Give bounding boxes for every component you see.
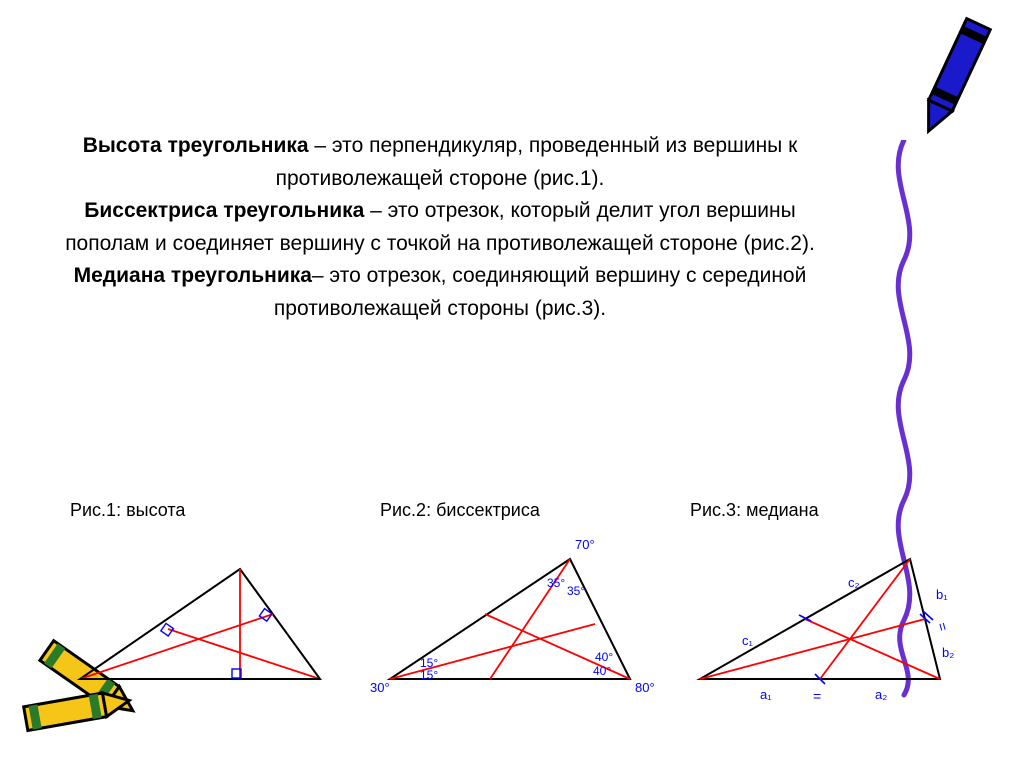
height-body: – это перпендикуляр, проведенный из верш… (276, 134, 798, 190)
figure-3-caption: Рис.3: медиана (680, 500, 819, 521)
figure-2-svg: 70° 35° 35° 30° 15° 15° 80° 40° 40° (370, 529, 670, 719)
angle-right-half-2: 40° (593, 664, 611, 678)
angle-right-half-1: 40° (595, 650, 613, 664)
figure-2: Рис.2: биссектриса 70° 35° 35° 30° 15° 1… (370, 500, 670, 729)
bisector-term: Биссектриса треугольника (84, 199, 364, 222)
label-c2: c₂ (848, 575, 860, 590)
angle-left: 30° (370, 680, 390, 695)
figure-1: Рис.1: высота (60, 500, 360, 729)
figure-1-caption: Рис.1: высота (60, 500, 185, 521)
label-a2: a₂ (875, 687, 887, 702)
svg-text:=: = (813, 688, 821, 704)
figures-row: Рис.1: высота Рис.2: биссектриса 70° 35°… (60, 500, 980, 729)
label-b1: b₁ (936, 587, 948, 602)
label-b2: b₂ (942, 645, 954, 660)
figure-2-caption: Рис.2: биссектриса (370, 500, 540, 521)
figure-3-svg: a₁ = a₂ b₁ = b₂ c₁ c₂ (680, 529, 980, 729)
svg-text:=: = (934, 621, 952, 633)
crayon-blue-icon (896, 8, 1006, 158)
label-a1: a₁ (760, 687, 772, 702)
angle-top-half-2: 35° (567, 584, 585, 598)
height-term: Высота треугольника (83, 134, 309, 157)
median-term: Медиана треугольника (74, 264, 312, 287)
angle-top-half-1: 35° (547, 576, 565, 590)
median-body: – это отрезок, соединяющий вершину с сер… (274, 264, 806, 320)
angle-right: 80° (635, 680, 655, 695)
figure-1-svg (60, 529, 350, 709)
angle-top: 70° (575, 537, 595, 552)
angle-left-half-2: 15° (420, 668, 438, 682)
label-c1: c₁ (742, 633, 754, 648)
figure-3: Рис.3: медиана a₁ = a₂ b₁ = b₂ c₁ c₂ (680, 500, 980, 729)
definitions-block: Высота треугольника – это перпендикуляр,… (50, 130, 830, 325)
